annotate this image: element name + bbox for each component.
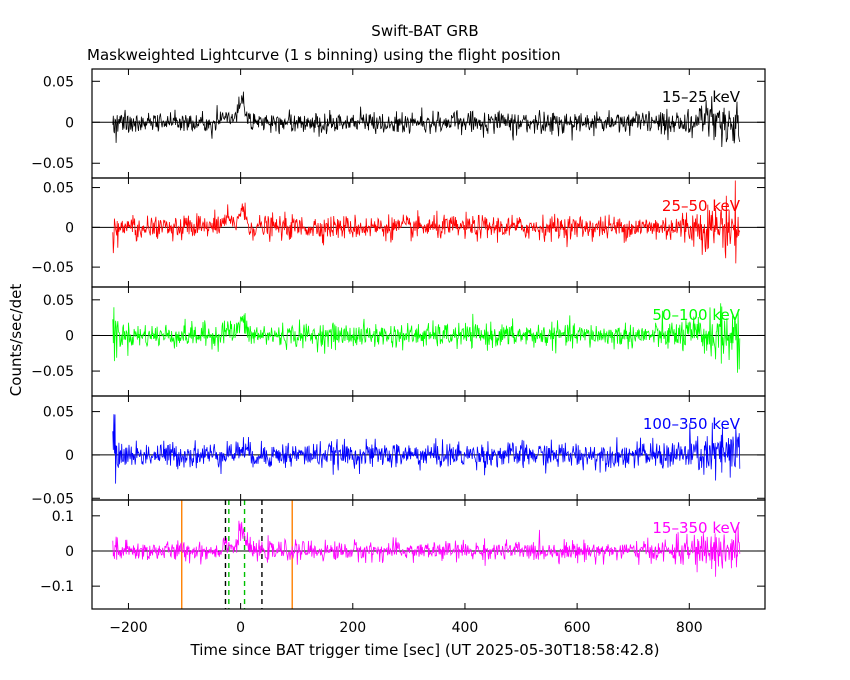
y-tick-label: 0.1 [52,509,74,525]
panel-1: 0.05 0 −0.05 15–25 keV [31,68,766,179]
lightcurve-series [112,520,741,577]
lightcurve-series [112,303,741,373]
y-tick-label: 0.05 [43,181,74,197]
y-axis-label: Counts/sec/det [7,284,25,397]
band-label: 100–350 keV [643,415,741,433]
x-tick-label: −200 [109,620,147,636]
band-label: 50–100 keV [652,306,740,324]
chart-title: Swift-BAT GRB [371,22,478,40]
y-tick-label: 0 [65,220,74,236]
x-tick-label: 0 [236,620,245,636]
y-tick-label: 0.05 [43,74,74,90]
y-tick-label: 0 [65,328,74,344]
y-tick-label: −0.05 [31,260,74,276]
y-tick-label: 0 [65,115,74,131]
x-tick-labels: −200 0 200 400 600 800 [109,620,702,636]
band-label: 25–50 keV [662,197,741,215]
band-label: 15–25 keV [662,88,741,106]
y-tick-label: 0 [65,448,74,464]
y-tick-label: −0.05 [31,491,74,507]
chart-subtitle: Maskweighted Lightcurve (1 s binning) us… [87,46,561,64]
x-axis-label: Time since BAT trigger time [sec] (UT 20… [190,641,660,659]
y-tick-label: 0 [65,544,74,560]
x-tick-label: 200 [339,620,366,636]
y-tick-label: −0.1 [40,579,74,595]
x-tick-label: 600 [564,620,591,636]
y-tick-label: 0.05 [43,293,74,309]
x-tick-label: 400 [452,620,479,636]
panel-5: 0.1 0 −0.1 15–350 keV [40,499,766,610]
panel-4: 0.05 0 −0.05 100–350 keV [31,395,766,507]
lightcurve-series [112,414,741,484]
panel-frame [91,499,766,610]
lightcurve-series [112,91,741,148]
panel-2: 0.05 0 −0.05 25–50 keV [31,177,766,288]
x-tick-label: 800 [676,620,703,636]
panel-3: 0.05 0 −0.05 50–100 keV [31,286,766,397]
band-label: 15–350 keV [652,519,740,537]
y-tick-label: −0.05 [31,156,74,172]
y-tick-label: −0.05 [31,364,74,380]
y-tick-label: 0.05 [43,405,74,421]
lightcurve-series [112,180,741,264]
